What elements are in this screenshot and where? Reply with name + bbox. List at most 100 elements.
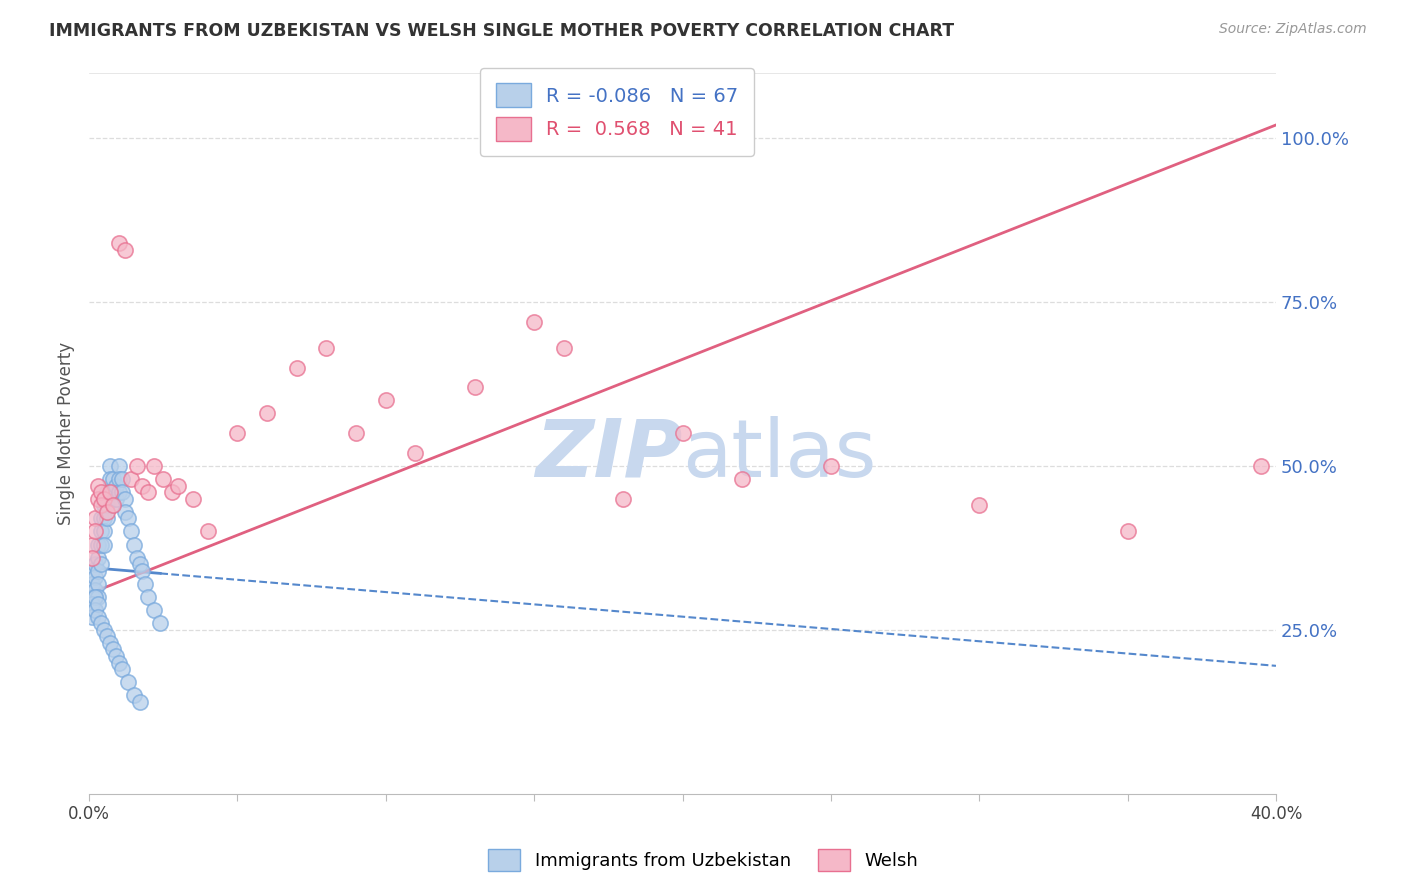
Point xyxy=(101,472,124,486)
Point xyxy=(80,609,103,624)
Y-axis label: Single Mother Poverty: Single Mother Poverty xyxy=(58,342,75,524)
Point xyxy=(98,472,121,486)
Point xyxy=(128,695,150,709)
Point xyxy=(523,315,546,329)
Point xyxy=(80,550,103,565)
Point xyxy=(122,537,145,551)
Point xyxy=(111,662,134,676)
Point xyxy=(107,485,129,500)
Point xyxy=(93,491,115,506)
Point xyxy=(671,426,693,441)
Point xyxy=(181,491,204,506)
Point xyxy=(96,511,118,525)
Point xyxy=(285,360,308,375)
Point xyxy=(87,537,110,551)
Point xyxy=(87,478,110,492)
Point xyxy=(131,564,153,578)
Point xyxy=(143,603,166,617)
Point xyxy=(84,590,107,604)
Point xyxy=(1250,458,1272,473)
Point xyxy=(553,341,575,355)
Point xyxy=(101,642,124,657)
Point xyxy=(731,472,754,486)
Point xyxy=(80,577,103,591)
Point xyxy=(87,590,110,604)
Point xyxy=(120,524,142,539)
Point xyxy=(120,472,142,486)
Point xyxy=(87,597,110,611)
Point xyxy=(80,590,103,604)
Point xyxy=(315,341,337,355)
Text: ZIP: ZIP xyxy=(536,416,682,494)
Point xyxy=(101,498,124,512)
Point xyxy=(87,609,110,624)
Point xyxy=(160,485,183,500)
Point xyxy=(152,472,174,486)
Point xyxy=(93,537,115,551)
Point xyxy=(134,577,156,591)
Point xyxy=(107,235,129,250)
Point xyxy=(101,498,124,512)
Point xyxy=(117,675,139,690)
Point xyxy=(404,446,426,460)
Point xyxy=(167,478,190,492)
Point xyxy=(98,458,121,473)
Point xyxy=(114,491,136,506)
Point xyxy=(80,537,103,551)
Point xyxy=(967,498,990,512)
Point xyxy=(98,485,121,500)
Point xyxy=(90,485,112,500)
Point xyxy=(87,564,110,578)
Point xyxy=(96,505,118,519)
Point xyxy=(80,564,103,578)
Point xyxy=(84,570,107,584)
Point xyxy=(93,498,115,512)
Point xyxy=(197,524,219,539)
Point xyxy=(138,590,160,604)
Point xyxy=(90,511,112,525)
Point xyxy=(93,524,115,539)
Point xyxy=(143,458,166,473)
Point xyxy=(84,524,107,539)
Point xyxy=(80,597,103,611)
Point xyxy=(374,393,396,408)
Point xyxy=(96,485,118,500)
Point xyxy=(87,577,110,591)
Point xyxy=(96,498,118,512)
Point xyxy=(80,597,103,611)
Point xyxy=(464,380,486,394)
Point xyxy=(1116,524,1139,539)
Point xyxy=(107,458,129,473)
Point xyxy=(84,511,107,525)
Point xyxy=(125,550,148,565)
Point xyxy=(114,505,136,519)
Point xyxy=(111,485,134,500)
Point xyxy=(226,426,249,441)
Point xyxy=(149,616,172,631)
Point xyxy=(138,485,160,500)
Point xyxy=(84,603,107,617)
Point xyxy=(104,491,127,506)
Point xyxy=(117,511,139,525)
Text: Source: ZipAtlas.com: Source: ZipAtlas.com xyxy=(1219,22,1367,37)
Legend: R = -0.086   N = 67, R =  0.568   N = 41: R = -0.086 N = 67, R = 0.568 N = 41 xyxy=(481,68,754,156)
Point xyxy=(104,648,127,663)
Point xyxy=(107,472,129,486)
Point xyxy=(107,656,129,670)
Point xyxy=(128,558,150,572)
Point xyxy=(131,478,153,492)
Point xyxy=(87,491,110,506)
Legend: Immigrants from Uzbekistan, Welsh: Immigrants from Uzbekistan, Welsh xyxy=(481,842,925,879)
Point xyxy=(87,550,110,565)
Point xyxy=(84,558,107,572)
Text: IMMIGRANTS FROM UZBEKISTAN VS WELSH SINGLE MOTHER POVERTY CORRELATION CHART: IMMIGRANTS FROM UZBEKISTAN VS WELSH SING… xyxy=(49,22,955,40)
Point xyxy=(84,603,107,617)
Point xyxy=(111,472,134,486)
Point xyxy=(344,426,367,441)
Point xyxy=(114,243,136,257)
Point xyxy=(93,511,115,525)
Point xyxy=(104,478,127,492)
Point xyxy=(96,629,118,643)
Text: atlas: atlas xyxy=(682,416,877,494)
Point xyxy=(90,524,112,539)
